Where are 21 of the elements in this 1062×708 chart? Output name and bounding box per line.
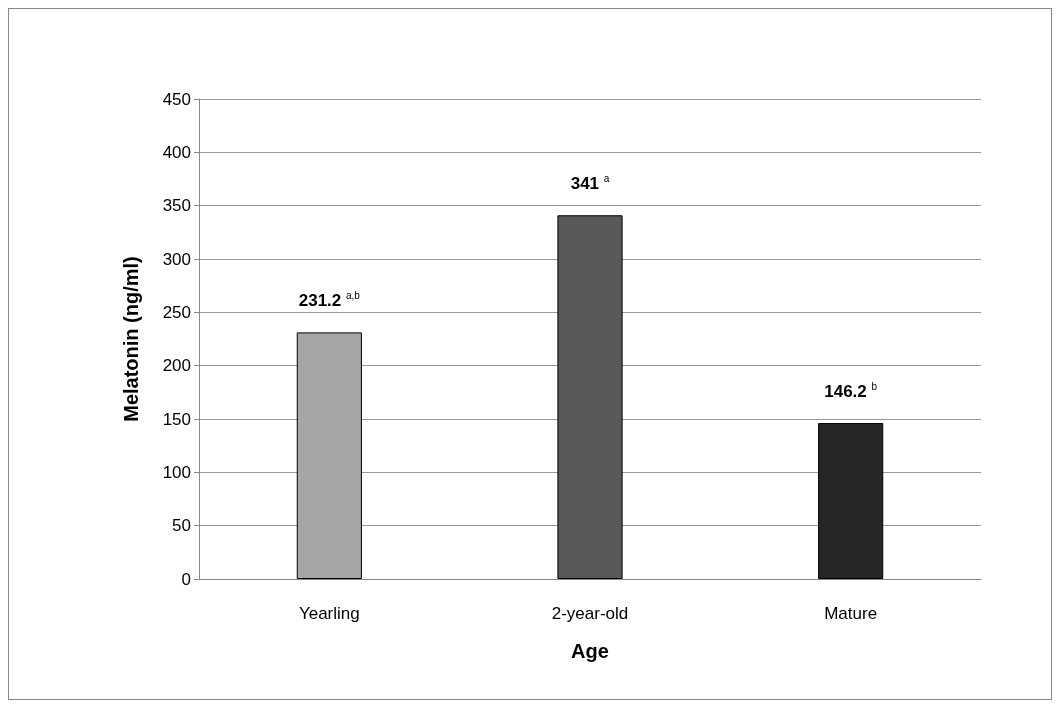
y-axis-title: Melatonin (ng/ml)	[120, 256, 142, 422]
y-tick-label: 300	[162, 249, 191, 269]
data-label: 231.2 a,b	[298, 289, 361, 310]
y-tick-label: 450	[162, 89, 191, 109]
y-tick-label: 350	[162, 196, 191, 216]
y-tick-label: 150	[162, 409, 191, 429]
x-tick-label: Mature	[824, 604, 878, 623]
y-tick-label: 100	[162, 462, 191, 482]
data-label: 341 a	[570, 172, 610, 193]
x-tick-label: 2-year-old	[551, 604, 629, 623]
y-tick-label: 250	[162, 302, 191, 322]
bar	[557, 215, 623, 579]
bar	[818, 423, 884, 579]
bar	[296, 332, 362, 579]
y-tick-label: 200	[162, 356, 191, 376]
y-tick-label: 0	[181, 569, 191, 589]
x-tick-label: Yearling	[298, 604, 360, 623]
data-label: 146.2 b	[824, 380, 878, 401]
x-axis-title: Age	[571, 640, 609, 662]
y-tick-label: 400	[162, 142, 191, 162]
y-tick-label: 50	[172, 516, 191, 536]
